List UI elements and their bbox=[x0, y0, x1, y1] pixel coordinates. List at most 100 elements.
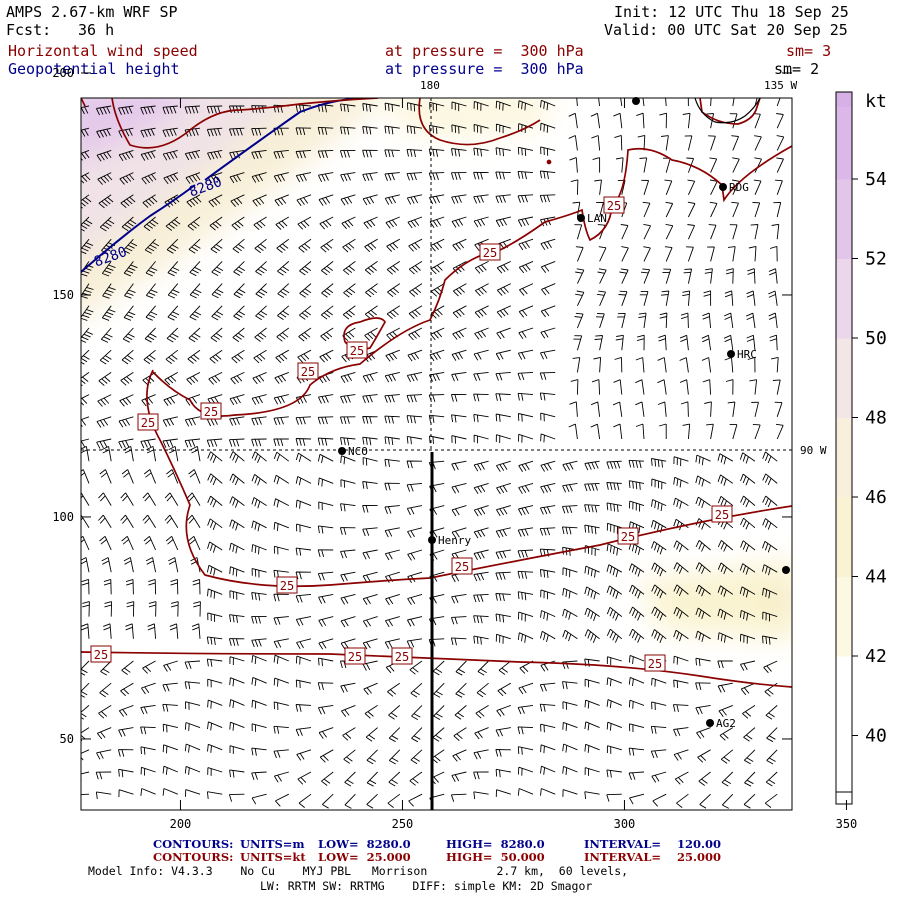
speed-contour-label-box bbox=[90, 645, 112, 663]
wind-barb bbox=[517, 216, 534, 227]
wind-barb bbox=[657, 401, 667, 417]
wind-barb bbox=[768, 290, 778, 306]
wind-barb bbox=[739, 452, 756, 464]
wind-barb bbox=[145, 557, 157, 573]
wind-barb bbox=[495, 393, 511, 402]
wind-barb bbox=[540, 99, 556, 111]
wind-barb bbox=[452, 327, 467, 340]
wind-barb bbox=[518, 260, 534, 274]
wind-barb bbox=[163, 394, 178, 406]
wind-barb bbox=[384, 415, 400, 424]
wind-barb bbox=[743, 749, 756, 765]
wind-barb bbox=[141, 682, 156, 695]
wind-barb bbox=[340, 126, 356, 135]
wind-barb bbox=[295, 679, 312, 689]
wind-barb bbox=[496, 260, 511, 274]
wind-barb bbox=[229, 566, 245, 577]
wind-barb bbox=[384, 394, 400, 403]
wind-barb bbox=[210, 238, 223, 254]
wind-barb bbox=[184, 438, 201, 448]
wind-barb bbox=[318, 501, 334, 511]
wind-barb bbox=[365, 727, 378, 742]
wind-barb bbox=[776, 98, 781, 107]
wind-barb bbox=[727, 401, 736, 417]
colorbar-label: 44 bbox=[865, 567, 887, 588]
wind-barb bbox=[751, 401, 759, 417]
wind-barb bbox=[687, 224, 696, 240]
wind-barb bbox=[473, 791, 489, 800]
wind-barb bbox=[576, 98, 578, 107]
wind-barb bbox=[704, 268, 713, 284]
wind-barb bbox=[362, 394, 378, 404]
wind-barb bbox=[474, 283, 489, 297]
wind-barb bbox=[101, 305, 116, 321]
wind-barb bbox=[679, 334, 689, 351]
wind-barb bbox=[344, 793, 356, 809]
wind-barb bbox=[81, 682, 90, 698]
wind-barb bbox=[362, 149, 378, 158]
wind-barb bbox=[541, 283, 556, 296]
wind-barb bbox=[321, 261, 334, 276]
wind-barb bbox=[273, 545, 289, 555]
wind-barb bbox=[101, 445, 112, 462]
wind-barb bbox=[252, 194, 267, 207]
wind-barb bbox=[569, 157, 578, 173]
coastline bbox=[694, 98, 761, 124]
wind-barb bbox=[739, 563, 756, 575]
wind-barb bbox=[473, 749, 489, 760]
wind-barb bbox=[207, 541, 223, 553]
wind-barb bbox=[592, 157, 601, 173]
wind-barb bbox=[562, 721, 578, 731]
wind-barb bbox=[233, 261, 246, 276]
wind-barb bbox=[99, 535, 112, 551]
wind-barb bbox=[495, 549, 511, 560]
wind-barb bbox=[475, 705, 489, 719]
wind-barb bbox=[629, 723, 645, 733]
wind-barb bbox=[628, 521, 645, 534]
wind-barb bbox=[299, 261, 312, 276]
wind-barb bbox=[81, 327, 93, 343]
wind-barb bbox=[251, 793, 267, 805]
wind-barb bbox=[339, 416, 356, 425]
wind-barb bbox=[695, 562, 711, 574]
wind-barb bbox=[754, 98, 758, 107]
wind-barb bbox=[384, 482, 400, 491]
wind-barb bbox=[185, 701, 201, 710]
wind-barb bbox=[606, 502, 622, 513]
y-tick-label: 150 bbox=[52, 288, 74, 302]
init-time: Init: 12 UTC Thu 18 Sep 25 bbox=[614, 3, 849, 21]
wind-barb bbox=[432, 727, 445, 742]
wind-barb bbox=[451, 194, 467, 204]
wind-barb bbox=[362, 457, 378, 466]
wind-barb bbox=[727, 246, 736, 262]
wind-barb bbox=[295, 704, 312, 712]
wind-barb bbox=[186, 514, 201, 529]
wind-barb bbox=[539, 569, 556, 579]
wind-barb bbox=[762, 518, 778, 530]
wind-barb bbox=[185, 394, 201, 406]
wind-barb bbox=[673, 749, 689, 761]
x-tick-label: 250 bbox=[392, 817, 414, 831]
wind-barb bbox=[295, 438, 312, 446]
wind-barb bbox=[231, 349, 245, 364]
wind-barb bbox=[591, 379, 601, 395]
wind-barb bbox=[642, 98, 645, 107]
wind-barb bbox=[366, 793, 378, 809]
station-label: LAN bbox=[587, 212, 607, 225]
level-geopotential: at pressure = 300 hPa bbox=[385, 60, 584, 78]
x-tick-label: 350 bbox=[836, 817, 858, 831]
wind-barb bbox=[665, 201, 674, 218]
wind-barb bbox=[453, 727, 467, 741]
wind-barb bbox=[673, 727, 689, 737]
wind-barb bbox=[473, 593, 489, 603]
speed-contour-label: 25 bbox=[94, 648, 108, 662]
wind-barb bbox=[166, 327, 179, 343]
wind-barb bbox=[687, 201, 696, 218]
wind-barb bbox=[539, 682, 556, 692]
wind-barb bbox=[629, 500, 645, 512]
wind-barb bbox=[539, 703, 556, 712]
wind-barb bbox=[295, 727, 312, 737]
wind-barb bbox=[473, 393, 489, 402]
wind-barb bbox=[186, 194, 202, 208]
wind-barb bbox=[430, 305, 445, 319]
